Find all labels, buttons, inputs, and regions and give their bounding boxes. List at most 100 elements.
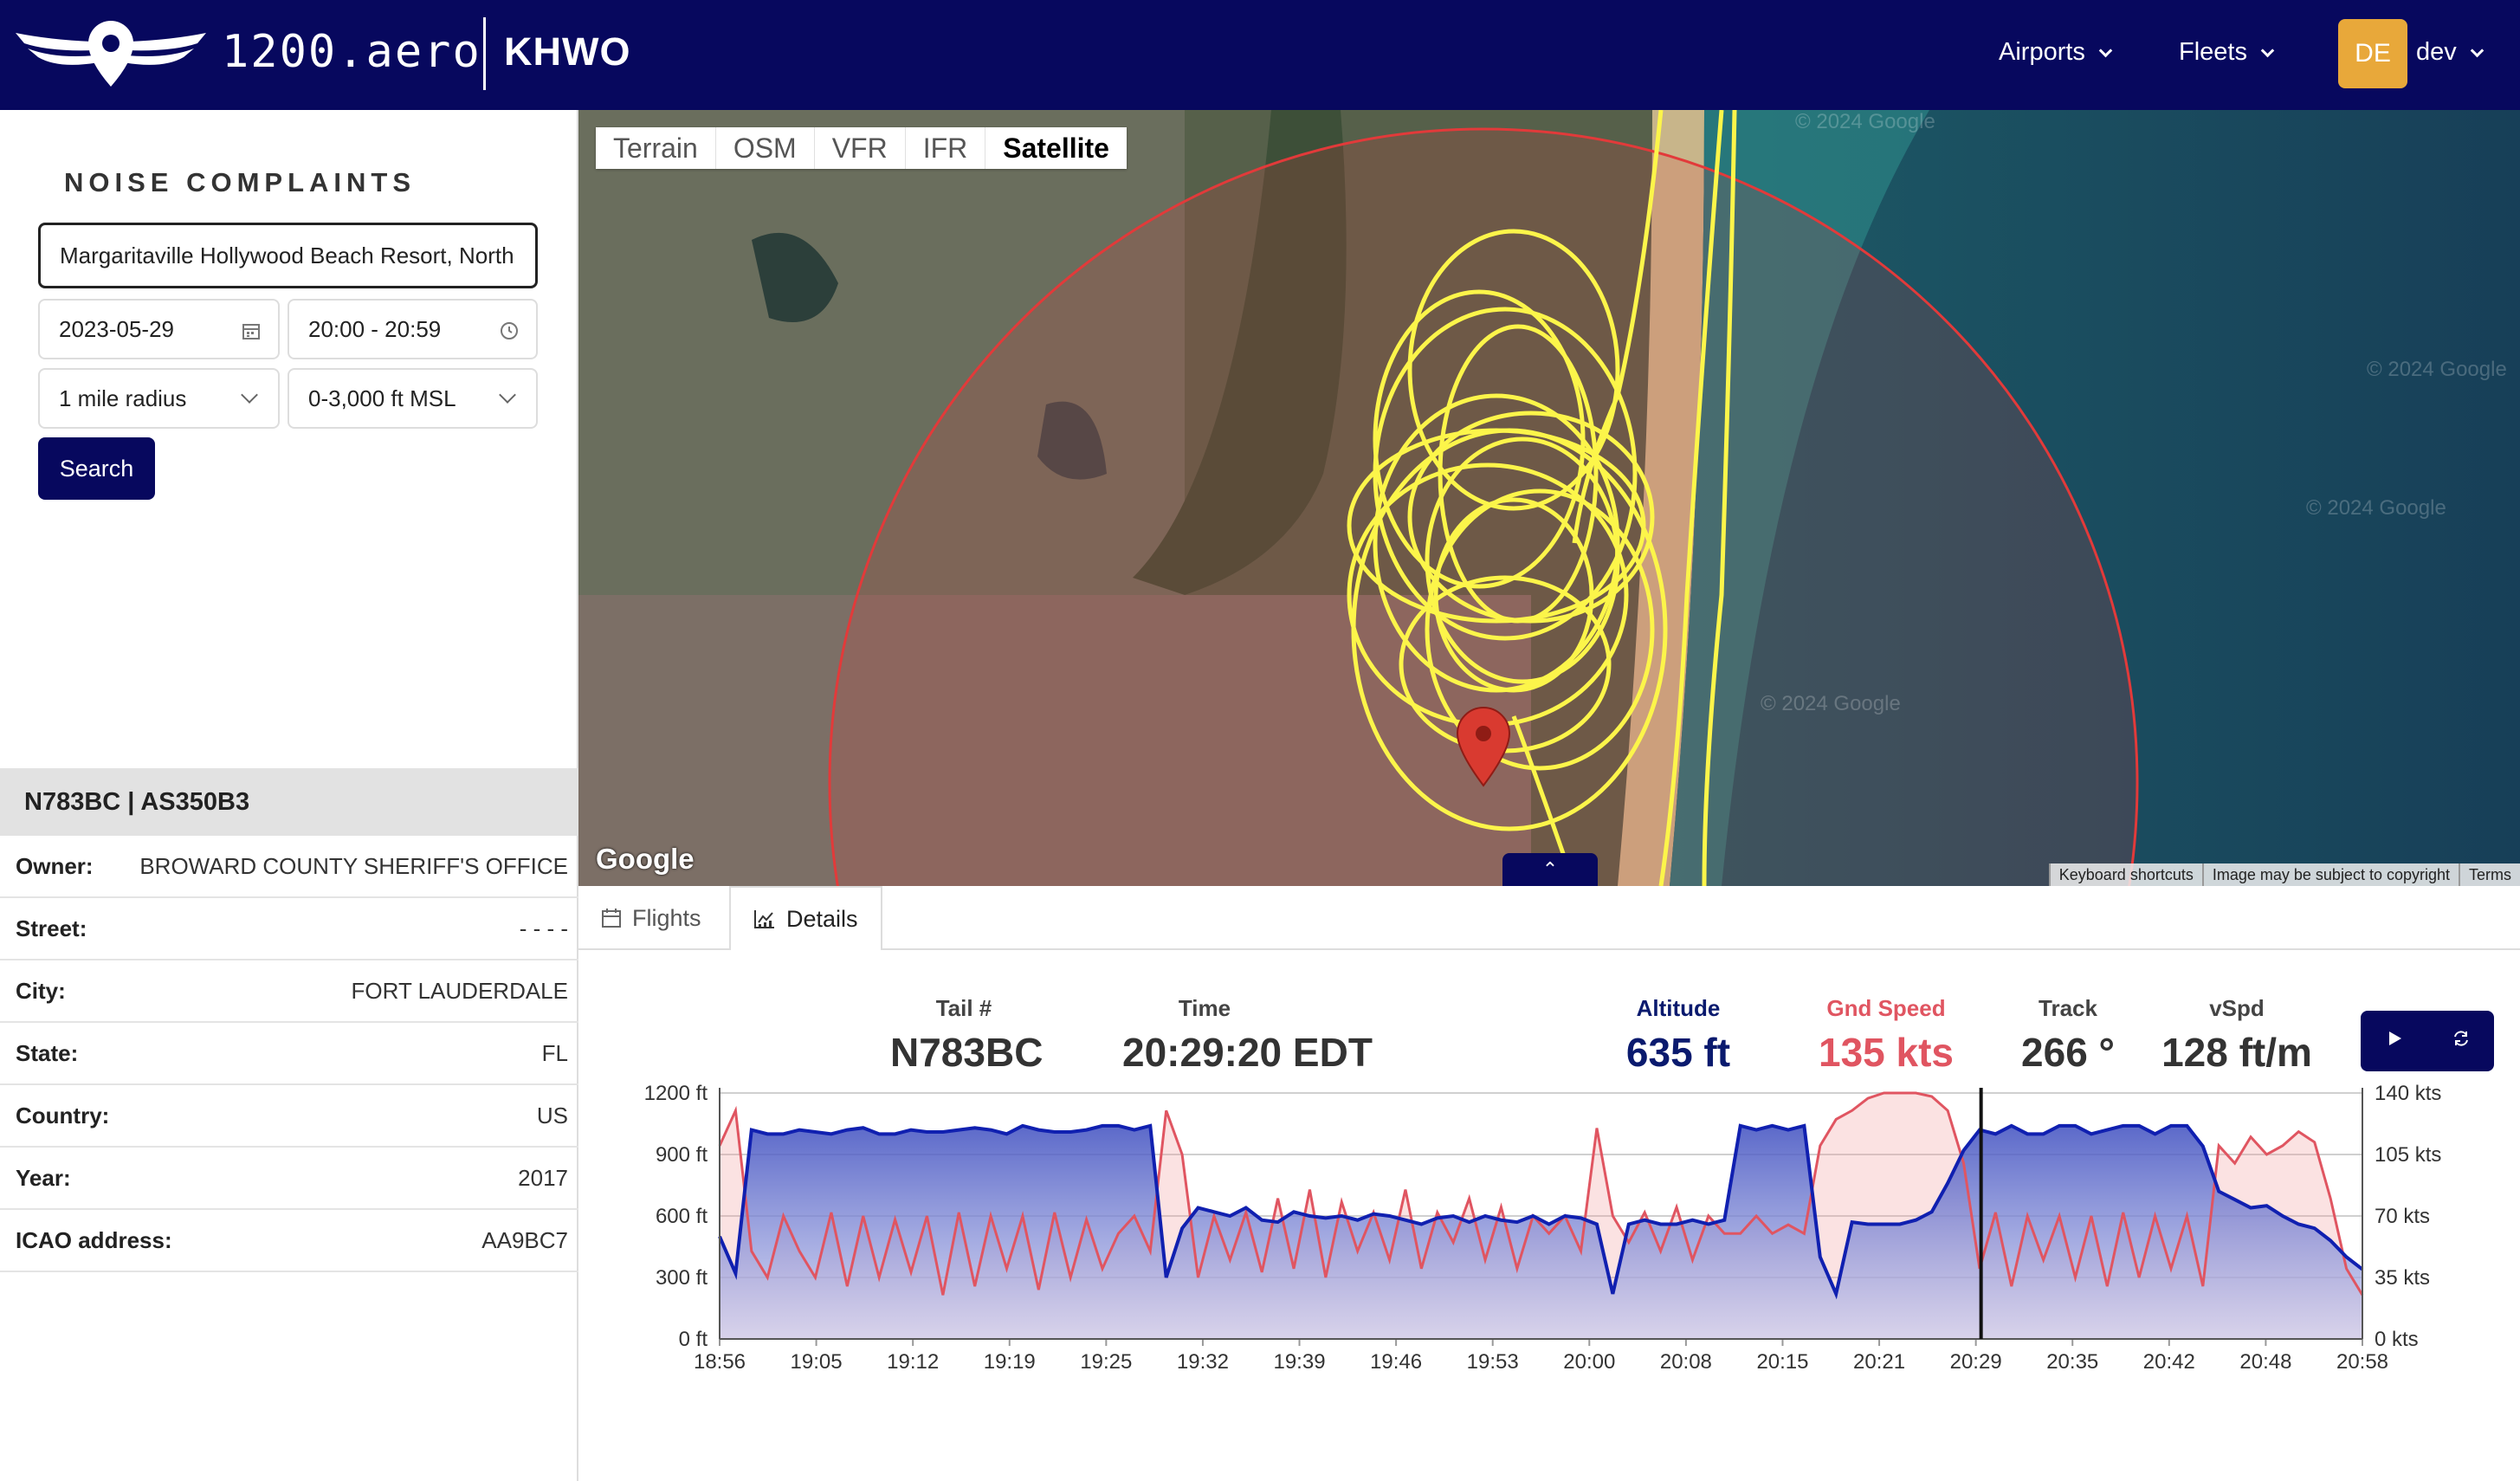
chart-icon [754, 910, 774, 928]
altitude-area [720, 1125, 2362, 1339]
x-tick-label: 19:53 [1467, 1350, 1519, 1374]
info-key: City: [16, 977, 66, 1004]
avatar[interactable]: DE [2338, 19, 2407, 88]
airports-menu-label: Airports [1999, 38, 2085, 66]
x-tick-label: 20:15 [1756, 1350, 1808, 1374]
info-key: Country: [16, 1102, 110, 1129]
calendar-icon [242, 324, 260, 340]
layer-tab-vfr[interactable]: VFR [815, 127, 906, 169]
info-value: 2017 [518, 1164, 568, 1191]
top-nav-bar: 1200.aero KHWO Airports Fleets DE dev [0, 0, 2520, 110]
x-tick-label: 19:39 [1273, 1350, 1325, 1374]
satellite-map[interactable]: Terrain OSM VFR IFR Satellite © 2024 Goo… [578, 110, 2520, 886]
stat-ground-speed-label: Gnd Speed [1826, 995, 1946, 1021]
x-tick-label: 19:32 [1177, 1350, 1229, 1374]
stat-time: Time 20:29:20 EDT [1122, 995, 1373, 1076]
clock-icon [501, 322, 518, 340]
stat-ground-speed: Gnd Speed 135 kts [1800, 995, 1973, 1076]
stat-track-label: Track [2039, 995, 2097, 1021]
x-tick-label: 20:35 [2046, 1350, 2098, 1374]
refresh-button[interactable] [2452, 1029, 2471, 1054]
map-watermark: © 2024 Google [1795, 110, 1935, 133]
chevron-down-icon [2098, 43, 2113, 58]
radius-value: 1 mile radius [59, 385, 187, 411]
info-row-state: State: FL [0, 1023, 578, 1085]
x-tick-label: 19:05 [791, 1350, 843, 1374]
tab-flights[interactable]: Flights [578, 886, 724, 950]
play-icon [2388, 1031, 2401, 1045]
flight-tracks [1347, 110, 1737, 886]
info-row-icao: ICAO address: AA9BC7 [0, 1210, 578, 1272]
tab-details-label: Details [786, 905, 858, 932]
time-range-input[interactable]: 20:00 - 20:59 [288, 299, 538, 359]
y-tick-label-right: 35 kts [2375, 1266, 2430, 1290]
search-button[interactable]: Search [38, 437, 155, 500]
flight-details-panel: Tail # N783BC Time 20:29:20 EDT Altitude… [578, 950, 2520, 1481]
stat-track-value: 266 ° [2021, 1030, 2115, 1075]
date-input[interactable]: 2023-05-29 [38, 299, 280, 359]
x-tick-label: 20:42 [2143, 1350, 2195, 1374]
stat-altitude-label: Altitude [1636, 995, 1721, 1021]
y-tick-label-left: 600 ft [656, 1205, 708, 1228]
x-tick-label: 20:21 [1853, 1350, 1905, 1374]
map-attribution: Keyboard shortcuts Image may be subject … [2048, 863, 2520, 886]
calendar-icon [602, 909, 621, 928]
stat-tail-value: N783BC [890, 1030, 1044, 1075]
info-key: Owner: [16, 852, 94, 879]
layer-tab-osm[interactable]: OSM [716, 127, 815, 169]
altitude-value: 0-3,000 ft MSL [308, 385, 456, 411]
brand-name: 1200.aero [222, 26, 481, 78]
x-tick-label: 19:19 [984, 1350, 1036, 1374]
stat-altitude: Altitude 635 ft [1592, 995, 1765, 1076]
info-row-year: Year: 2017 [0, 1148, 578, 1210]
collapse-map-button[interactable]: ⌃ [1502, 853, 1598, 886]
date-value: 2023-05-29 [59, 315, 174, 342]
altitude-line [718, 1123, 2364, 1300]
y-tick-label-right: 70 kts [2375, 1205, 2430, 1228]
x-tick-label: 20:29 [1950, 1350, 2002, 1374]
ground-speed-line [718, 1091, 2364, 1297]
fleets-menu[interactable]: Fleets [2179, 38, 2275, 67]
altitude-select[interactable]: 0-3,000 ft MSL [288, 368, 538, 429]
google-logo: Google [596, 843, 695, 875]
playback-controls [2361, 1011, 2494, 1071]
play-button[interactable] [2385, 1029, 2404, 1054]
stat-vspd-label: vSpd [2209, 995, 2265, 1021]
stat-tail-label: Tail # [935, 995, 992, 1021]
altitude-speed-chart[interactable]: 0 ft 300 ft 600 ft 900 ft 1200 ft 0 kts 35 kts… [578, 1076, 2520, 1481]
tab-flights-label: Flights [632, 904, 701, 931]
stat-time-label: Time [1178, 995, 1231, 1021]
x-tick-label: 18:56 [694, 1350, 746, 1374]
x-tick-label: 20:00 [1563, 1350, 1615, 1374]
info-value: FL [541, 1039, 568, 1066]
y-tick-label-right: 140 kts [2375, 1082, 2441, 1105]
map-watermark: © 2024 Google [1761, 692, 1901, 715]
chevron-up-icon: ⌃ [1541, 858, 1559, 880]
refresh-icon [2453, 1030, 2468, 1046]
map-layer-tabs: Terrain OSM VFR IFR Satellite [596, 127, 1127, 169]
stat-track: Track 266 ° [1981, 995, 2155, 1076]
keyboard-shortcuts-link[interactable]: Keyboard shortcuts [2048, 863, 2202, 886]
airport-code: KHWO [504, 29, 631, 74]
layer-tab-terrain[interactable]: Terrain [596, 127, 716, 169]
stat-altitude-value: 635 ft [1625, 1030, 1731, 1075]
layer-tab-ifr[interactable]: IFR [906, 127, 986, 169]
layer-tab-satellite[interactable]: Satellite [1003, 133, 1109, 164]
user-menu[interactable]: dev [2416, 38, 2484, 67]
wings-logo-icon[interactable] [16, 16, 206, 94]
terms-link[interactable]: Terms [2459, 863, 2520, 886]
y-tick-label-right: 105 kts [2375, 1143, 2441, 1167]
y-tick-label-left: 900 ft [656, 1143, 708, 1167]
stat-ground-speed-value: 135 kts [1818, 1030, 1954, 1075]
info-key: Street: [16, 915, 87, 941]
radius-select[interactable]: 1 mile radius [38, 368, 280, 429]
address-input[interactable]: Margaritaville Hollywood Beach Resort, N… [38, 223, 538, 288]
chevron-down-icon [241, 386, 258, 404]
tab-details[interactable]: Details [729, 886, 882, 952]
y-tick-label-left: 0 ft [679, 1328, 708, 1351]
airports-menu[interactable]: Airports [1999, 38, 2113, 67]
chevron-down-icon [2470, 43, 2484, 58]
info-key: State: [16, 1039, 79, 1066]
fleets-menu-label: Fleets [2179, 38, 2247, 66]
x-tick-label: 20:08 [1660, 1350, 1712, 1374]
